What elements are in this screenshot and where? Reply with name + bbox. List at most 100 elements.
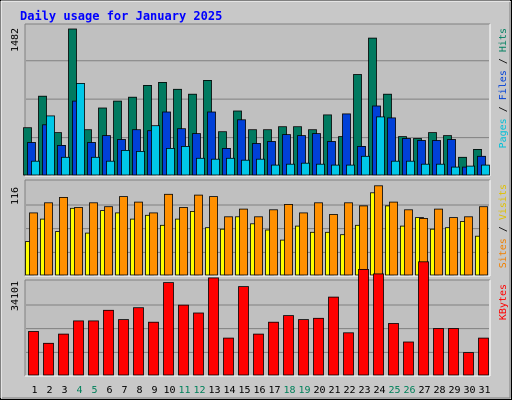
bar-pages-day-8 (136, 150, 145, 176)
panel-middle: 116 Sites / Visits (10, 179, 509, 277)
bar-pages-day-7 (121, 149, 130, 176)
bar-sites-day-13 (209, 196, 218, 276)
bar-sites-day-22 (344, 202, 353, 276)
bar-pages-day-29 (451, 166, 460, 176)
x-tick-day-4: 4 (76, 385, 82, 396)
bar-pages-day-22 (346, 164, 355, 176)
bar-pages-day-1 (31, 160, 40, 176)
series-axis-label: Sites / Visits (498, 184, 509, 268)
bar-pages-day-11 (181, 145, 190, 176)
series-label-visits: Visits (498, 184, 509, 220)
x-tick-day-30: 30 (463, 385, 475, 396)
bar-pages-day-13 (211, 158, 220, 176)
bar-sites-day-29 (449, 217, 458, 276)
bar-pages-day-27 (421, 163, 430, 176)
bar-pages-day-4 (76, 83, 85, 176)
bar-sites-day-23 (359, 205, 368, 276)
bar-pages-day-25 (391, 160, 400, 176)
bar-kbytes-day-28 (433, 328, 444, 376)
bar-pages-day-24 (376, 116, 385, 176)
bar-pages-day-26 (406, 160, 415, 176)
bar-sites-day-11 (179, 207, 188, 276)
bar-sites-day-31 (479, 206, 488, 276)
bar-kbytes-day-14 (223, 337, 234, 376)
x-tick-day-19: 19 (298, 385, 310, 396)
bar-sites-day-14 (224, 216, 233, 276)
x-tick-day-20: 20 (313, 385, 325, 396)
bar-kbytes-day-20 (313, 317, 324, 376)
x-tick-day-18: 18 (283, 385, 295, 396)
bar-kbytes-day-24 (373, 273, 384, 376)
y-max-label: 34101 (10, 281, 21, 311)
x-tick-day-14: 14 (223, 385, 235, 396)
chart-title: Daily usage for January 2025 (20, 9, 222, 23)
bar-kbytes-day-5 (88, 320, 99, 376)
bar-kbytes-day-25 (388, 323, 399, 376)
series-pages (31, 83, 490, 176)
bar-sites-day-18 (284, 203, 293, 276)
bar-kbytes-day-13 (208, 277, 219, 376)
bar-kbytes-day-1 (28, 331, 39, 376)
bar-sites-day-19 (299, 212, 308, 276)
bar-kbytes-day-7 (118, 319, 129, 376)
bar-kbytes-day-16 (253, 333, 264, 376)
bar-sites-day-5 (89, 202, 98, 276)
bar-sites-day-2 (44, 202, 53, 276)
bar-sites-day-6 (104, 206, 113, 276)
bar-sites-day-15 (239, 208, 248, 276)
series-label-separator: / (498, 52, 509, 70)
x-tick-day-9: 9 (151, 385, 157, 396)
x-tick-day-17: 17 (268, 385, 280, 396)
bar-pages-day-19 (301, 162, 310, 176)
bar-pages-day-21 (331, 164, 340, 176)
x-tick-day-1: 1 (31, 385, 37, 396)
x-tick-day-10: 10 (163, 385, 175, 396)
series-label-files: Files (498, 70, 509, 100)
bar-kbytes-day-21 (328, 296, 339, 376)
bar-sites-day-24 (374, 185, 383, 276)
bar-sites-day-28 (434, 208, 443, 276)
bar-sites-day-10 (164, 193, 173, 276)
bar-pages-day-30 (466, 165, 475, 176)
bar-pages-day-10 (166, 147, 175, 176)
bar-kbytes-day-29 (448, 328, 459, 376)
series-label-sites: Sites (498, 238, 509, 268)
x-tick-day-26: 26 (403, 385, 415, 396)
bar-kbytes-day-18 (283, 315, 294, 376)
series-label-separator: / (498, 100, 509, 118)
x-tick-day-15: 15 (238, 385, 250, 396)
bar-pages-day-20 (316, 163, 325, 176)
bar-kbytes-day-17 (268, 321, 279, 376)
x-tick-day-28: 28 (433, 385, 445, 396)
series-axis-label: Pages / Files / Hits (498, 28, 509, 148)
series-label-pages: Pages (498, 118, 509, 148)
series-label-separator: / (498, 220, 509, 238)
x-tick-day-29: 29 (448, 385, 460, 396)
bar-pages-day-14 (226, 157, 235, 176)
bar-pages-day-5 (91, 156, 100, 176)
bar-pages-day-17 (271, 164, 280, 176)
bar-sites-day-4 (74, 207, 83, 276)
series-label-hits: Hits (498, 28, 509, 52)
bar-sites-day-12 (194, 194, 203, 276)
bar-pages-day-9 (151, 125, 160, 176)
bar-pages-day-28 (436, 163, 445, 176)
bar-kbytes-day-10 (163, 282, 174, 376)
bar-pages-day-3 (61, 156, 70, 176)
x-tick-day-23: 23 (358, 385, 370, 396)
x-tick-day-27: 27 (418, 385, 430, 396)
bar-kbytes-day-2 (43, 342, 54, 376)
x-tick-day-16: 16 (253, 385, 265, 396)
bar-pages-day-18 (286, 163, 295, 176)
x-tick-day-3: 3 (61, 385, 67, 396)
bar-pages-day-31 (481, 164, 490, 176)
x-tick-day-5: 5 (91, 385, 97, 396)
bar-pages-day-6 (106, 160, 115, 176)
bar-sites-day-9 (149, 212, 158, 276)
bar-kbytes-day-11 (178, 304, 189, 376)
x-tick-day-21: 21 (328, 385, 340, 396)
bar-pages-day-15 (241, 159, 250, 176)
bar-kbytes-day-3 (58, 333, 69, 376)
bar-kbytes-day-15 (238, 286, 249, 376)
